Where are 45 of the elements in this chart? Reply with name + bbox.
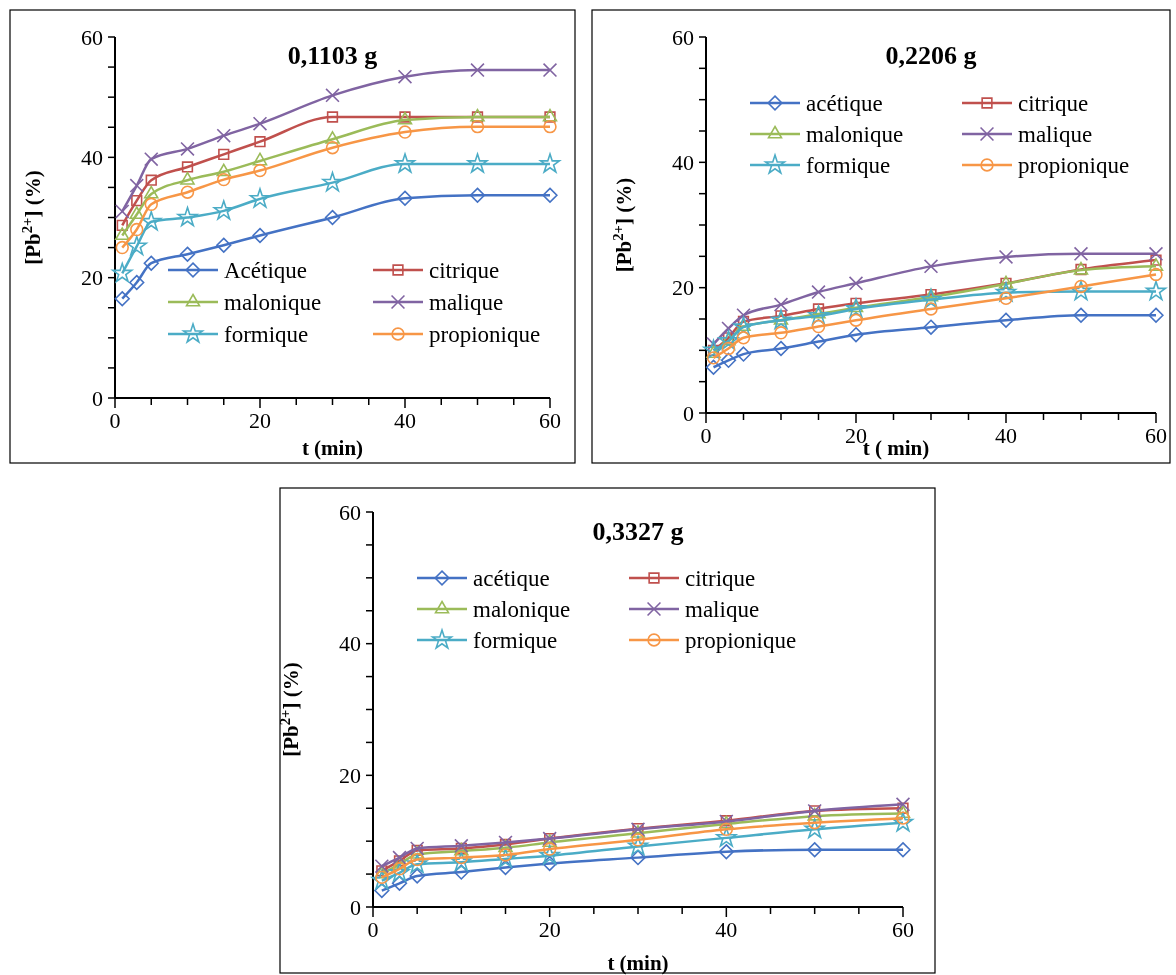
y-tick-label: 20 [339,763,361,789]
legend-label: citrique [429,258,500,284]
chart-title: 0,1103 g [287,41,378,70]
x-tick-label: 0 [367,917,379,942]
y-tick-label: 60 [672,24,694,50]
legend-label: formique [806,153,891,179]
x-tick-label: 20 [249,408,271,433]
x-tick-label: 40 [394,408,416,433]
legend-label: malonique [806,122,904,148]
x-tick-label: 20 [538,917,561,942]
y-tick-label: 20 [672,275,694,301]
y-tick-label: 40 [81,145,103,171]
chart-title: 0,3327 g [592,517,684,546]
legend-label: citrique [685,566,756,592]
chart-title: 0,2206 g [885,41,977,70]
legend-label: malonique [224,290,322,316]
x-tick-label: 60 [892,917,914,942]
y-tick-label: 20 [81,265,103,291]
legend-label: malique [685,597,760,623]
legend-label: propionique [685,628,797,654]
x-tick-label: 40 [715,917,738,942]
legend-label: malique [429,290,504,316]
legend-label: Acétique [224,258,308,284]
legend-label: formique [224,322,309,348]
x-axis-title: t (min) [301,436,364,460]
x-tick-label: 40 [995,423,1017,448]
legend-label: formique [473,628,558,654]
legend-label: propionique [1018,153,1130,179]
x-tick-label: 60 [1145,423,1167,448]
y-tick-label: 40 [339,631,361,657]
y-tick-label: 60 [339,499,361,525]
legend-label: propionique [429,322,541,348]
y-tick-label: 0 [92,385,103,411]
legend-label: acétique [473,566,550,592]
y-tick-label: 60 [81,24,103,50]
x-tick-label: 0 [109,408,121,433]
legend-label: malonique [473,597,571,623]
legend-label: malique [1018,122,1093,148]
x-axis-title: t (min) [607,951,669,975]
y-tick-label: 40 [672,150,694,176]
x-tick-label: 0 [700,423,712,448]
x-tick-label: 60 [539,408,561,433]
y-tick-label: 0 [350,894,361,920]
legend-label: citrique [1018,91,1089,117]
legend-label: acétique [806,91,883,117]
